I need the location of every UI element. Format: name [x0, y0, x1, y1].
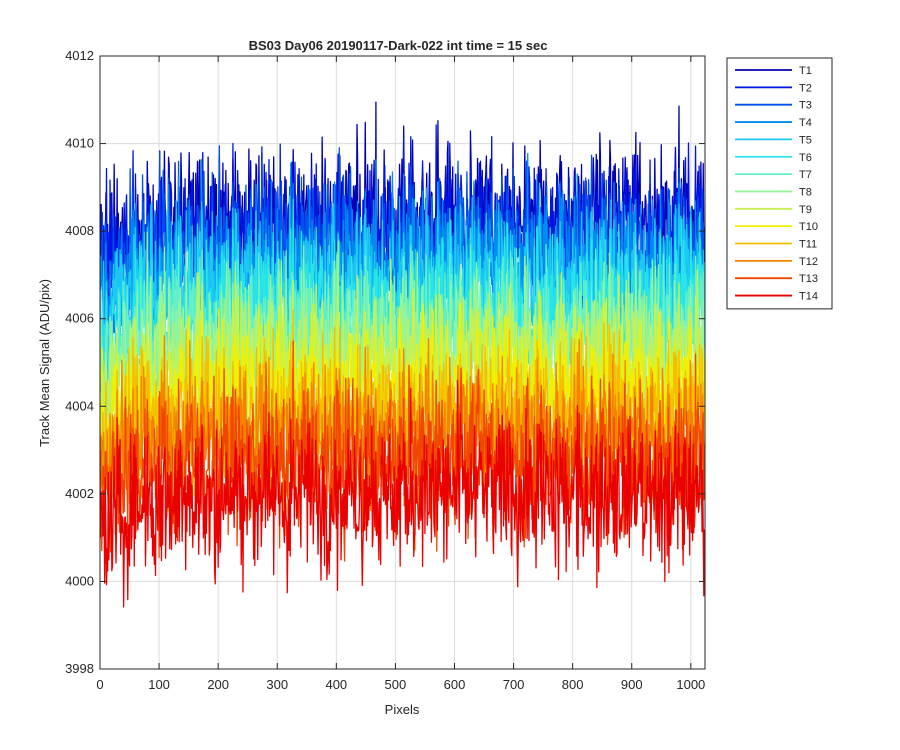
y-tick-label: 4006	[65, 311, 94, 326]
x-tick-label: 600	[444, 677, 466, 692]
legend-box	[726, 57, 833, 310]
legend-label: T11	[799, 239, 817, 251]
legend-label: T14	[799, 291, 818, 303]
legend-label: T5	[799, 134, 812, 146]
legend: T1 T2 T3 T4 T5 T6 T7 T8 T9 T10 T11 T12 T13 T14	[726, 57, 833, 310]
legend-label: T7	[799, 169, 812, 181]
legend-label: T2	[799, 82, 812, 94]
x-axis-label: Pixels	[385, 702, 420, 717]
legend-label: T10	[799, 221, 818, 233]
chart-title: BS03 Day06 20190117-Dark-022 int time = …	[249, 38, 548, 53]
x-tick-label: 900	[621, 677, 643, 692]
x-tick-label: 400	[325, 677, 347, 692]
y-tick-label: 4000	[65, 573, 94, 588]
x-tick-label: 700	[503, 677, 525, 692]
y-tick-label: 3998	[65, 661, 94, 676]
x-tick-label: 1000	[676, 677, 705, 692]
legend-label: T6	[799, 152, 812, 164]
plot-lines	[100, 101, 705, 608]
legend-label: T3	[799, 100, 812, 112]
y-tick-label: 4012	[65, 48, 94, 63]
series-line-t13	[100, 340, 705, 564]
legend-label: T12	[799, 256, 818, 268]
legend-label: T13	[799, 273, 818, 285]
x-tick-label: 800	[562, 677, 584, 692]
y-tick-label: 4002	[65, 486, 94, 501]
legend-label: T9	[799, 204, 812, 216]
y-tick-label: 4008	[65, 223, 94, 238]
y-tick-label: 4010	[65, 136, 94, 151]
y-axis-label: Track Mean Signal (ADU/pix)	[37, 279, 52, 447]
x-tick-label: 0	[96, 677, 103, 692]
series-line-t14	[100, 379, 705, 608]
legend-label: T1	[799, 65, 812, 77]
x-tick-label: 200	[207, 677, 229, 692]
plot-frame	[99, 55, 706, 670]
legend-label: T4	[799, 117, 812, 129]
x-tick-label: 300	[266, 677, 288, 692]
y-tick-label: 4004	[65, 398, 94, 413]
x-tick-label: 100	[148, 677, 170, 692]
axis-ticks: 0 100 200 300 400 500 600 700 800 900 1000 3998 4000…	[65, 48, 705, 692]
legend-label: T8	[799, 186, 812, 198]
x-tick-label: 500	[385, 677, 407, 692]
